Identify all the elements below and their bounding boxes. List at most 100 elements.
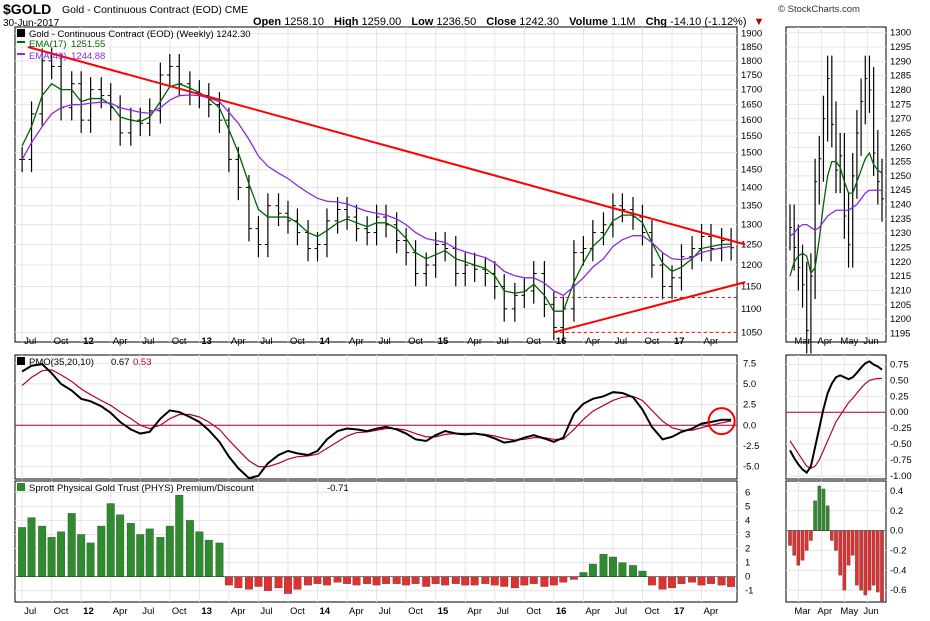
phys-bar [431, 576, 440, 584]
price-y-tick-label: 1250 [741, 239, 762, 250]
daily-price-y-tick-label: 1295 [890, 42, 911, 53]
weekly-x-tick-label: Apr [231, 336, 246, 347]
symbol-title: $GOLD [3, 1, 52, 17]
phys-bar [38, 525, 47, 577]
weekly-x-tick-label: Jul [497, 606, 509, 617]
close-label: Close [486, 16, 517, 28]
weekly-x-tick-label: Apr [113, 606, 128, 617]
weekly-x-tick-label: Jul [260, 336, 272, 347]
high-value: 1259.00 [361, 16, 402, 28]
phys-bar [363, 576, 372, 584]
daily-pmo-y-tick-label: 0.25 [890, 391, 909, 402]
phys-bar [145, 528, 154, 577]
daily-phys-bar [821, 488, 826, 531]
phys-bar [461, 576, 470, 586]
weekly-x-tick-label: Jul [615, 336, 627, 347]
daily-x-tick-label: Jun [863, 336, 878, 347]
phys-y-tick-label: 1 [745, 558, 750, 569]
daily-price-y-tick-label: 1215 [890, 271, 911, 282]
phys-legend-value: -0.71 [327, 483, 349, 494]
phys-bar [500, 576, 509, 587]
phys-bar [126, 523, 135, 577]
open-label: Open [253, 16, 282, 28]
weekly-x-tick-label: 14 [320, 336, 331, 347]
phys-bar [352, 576, 361, 586]
daily-phys-bar [867, 530, 872, 591]
weekly-x-tick-label: 16 [556, 606, 567, 617]
daily-phys-bar [846, 530, 851, 566]
low-value: 1236.50 [436, 16, 477, 28]
phys-bar [343, 576, 351, 584]
weekly-x-tick-label: 12 [83, 336, 94, 347]
phys-y-tick-label: -1 [745, 586, 753, 597]
daily-price-y-tick-label: 1250 [890, 171, 911, 182]
daily-phys-bar [788, 530, 792, 546]
weekly-x-tick-label: Oct [644, 336, 659, 347]
phys-bar [618, 562, 627, 577]
daily-price-y-tick-label: 1270 [890, 114, 911, 125]
daily-phys-bar [804, 530, 809, 551]
phys-bar [402, 576, 411, 586]
weekly-x-tick-label: Apr [349, 336, 364, 347]
phys-bar [422, 576, 431, 587]
daily-pmo-y-tick-label: 0.50 [890, 375, 909, 386]
ema43-legend-value: 1244.88 [71, 51, 105, 62]
price-y-tick-label: 1750 [741, 70, 762, 81]
phys-legend-swatch [17, 483, 25, 491]
phys-bar [106, 503, 115, 577]
phys-bar [204, 539, 213, 577]
daily-phys-bar [800, 530, 805, 561]
phys-bar [529, 576, 538, 584]
daily-phys-bar [825, 505, 830, 531]
daily-phys-bar [838, 530, 842, 576]
pmo-crossover-circle [707, 407, 736, 436]
phys-bar [136, 534, 145, 577]
phys-bar [727, 576, 736, 587]
daily-price-y-tick-label: 1300 [890, 28, 911, 39]
weekly-x-tick-label: Oct [172, 606, 187, 617]
daily-price-y-tick-label: 1245 [890, 185, 911, 196]
daily-price-y-tick-label: 1260 [890, 142, 911, 153]
phys-bar [658, 576, 667, 590]
high-label: High [334, 16, 359, 28]
chart-date: 30-Jun-2017 [3, 18, 60, 29]
phys-bar [57, 531, 66, 577]
brand-label[interactable]: © StockCharts.com [778, 4, 860, 15]
phys-bar [27, 517, 36, 577]
daily-phys-bar [796, 530, 801, 566]
phys-bar [304, 576, 312, 586]
daily-phys-y-tick-label: -0.2 [890, 545, 906, 556]
low-label: Low [411, 16, 434, 28]
daily-price-y-tick-label: 1195 [890, 328, 910, 339]
phys-bar [263, 576, 272, 591]
phys-bar [540, 576, 549, 587]
phys-y-tick-label: 3 [745, 529, 750, 540]
phys-bar [382, 576, 390, 584]
daily-phys-bar [809, 530, 813, 541]
daily-phys-bar [855, 530, 859, 586]
ema17-legend-value: 1251.55 [71, 39, 105, 50]
daily-pmo-y-tick-label: -0.75 [890, 455, 912, 466]
price-y-tick-label: 1700 [741, 85, 762, 96]
phys-bar [559, 576, 568, 583]
price-y-tick-label: 1100 [741, 304, 761, 315]
price-y-tick-label: 1200 [741, 260, 762, 271]
phys-bar [156, 537, 165, 577]
daily-phys-bar [792, 530, 796, 556]
phys-bar [77, 534, 86, 577]
phys-bar [599, 554, 608, 577]
daily-price-y-tick-label: 1200 [890, 314, 911, 325]
daily-phys-y-tick-label: 0.0 [890, 526, 903, 537]
phys-bar [688, 576, 697, 583]
daily-price-y-tick-label: 1220 [890, 257, 911, 268]
pmo-y-tick-label: 5.0 [743, 379, 756, 390]
daily-price-y-tick-label: 1205 [890, 300, 911, 311]
phys-legend-title: Sprott Physical Gold Trust (PHYS) Premiu… [29, 483, 254, 494]
weekly-x-tick-label: Apr [704, 336, 719, 347]
trendline-0 [27, 46, 746, 246]
daily-pmo-y-tick-label: -0.25 [890, 423, 912, 434]
pmo-y-tick-label: 7.5 [743, 358, 756, 369]
ema17-legend-swatch [17, 41, 25, 43]
phys-y-tick-label: 4 [745, 515, 750, 526]
